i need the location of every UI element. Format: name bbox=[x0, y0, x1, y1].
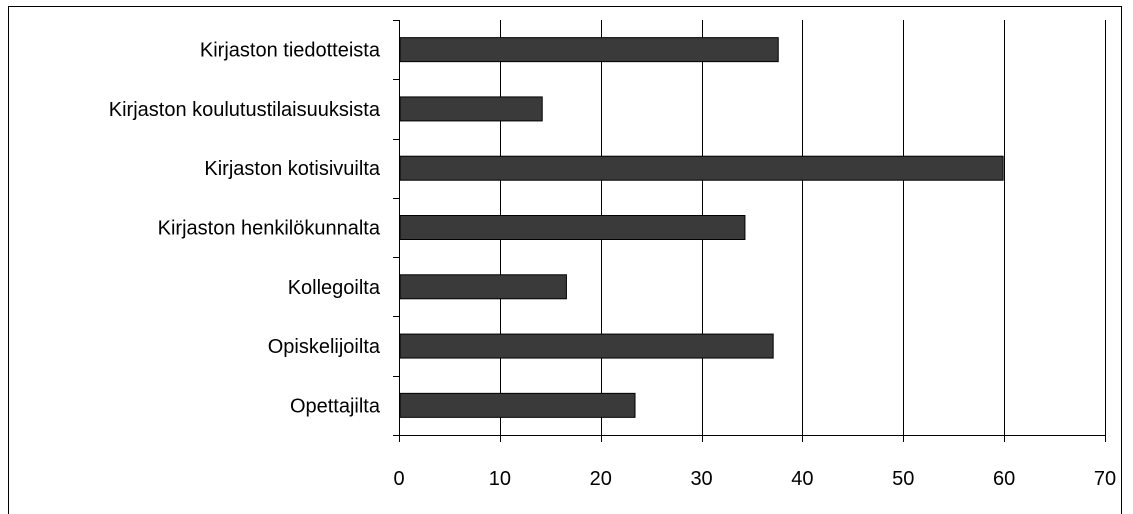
x-tick-label: 30 bbox=[690, 468, 712, 490]
bar-2 bbox=[399, 155, 1004, 181]
category-label: Opiskelijoilta bbox=[268, 336, 381, 358]
x-tick-label: 10 bbox=[489, 468, 511, 490]
labels: 0 10 20 30 40 50 60 70 Kirjaston tiedotteista Kir… bbox=[109, 40, 1116, 490]
x-tick-label: 50 bbox=[892, 468, 914, 490]
bar-1 bbox=[399, 96, 543, 122]
bar-5 bbox=[399, 333, 774, 359]
bar-4 bbox=[399, 274, 567, 300]
x-tick-label: 0 bbox=[393, 468, 404, 490]
chart-frame bbox=[8, 6, 1122, 514]
bar-0 bbox=[399, 37, 779, 63]
category-label: Kirjaston henkilökunnalta bbox=[158, 218, 381, 240]
axes bbox=[393, 20, 1106, 442]
category-label: Opettajilta bbox=[290, 395, 381, 417]
bars bbox=[399, 37, 1004, 418]
x-tick-label: 70 bbox=[1094, 468, 1116, 490]
bar-3 bbox=[399, 215, 746, 240]
x-tick-label: 60 bbox=[993, 468, 1015, 490]
x-tick-label: 20 bbox=[590, 468, 612, 490]
category-label: Kollegoilta bbox=[288, 277, 381, 299]
category-label: Kirjaston kotisivuilta bbox=[204, 158, 381, 180]
bar-6 bbox=[399, 392, 636, 418]
category-label: Kirjaston tiedotteista bbox=[200, 40, 381, 62]
x-tick-label: 40 bbox=[791, 468, 813, 490]
category-label: Kirjaston koulutustilaisuuksista bbox=[109, 99, 381, 121]
